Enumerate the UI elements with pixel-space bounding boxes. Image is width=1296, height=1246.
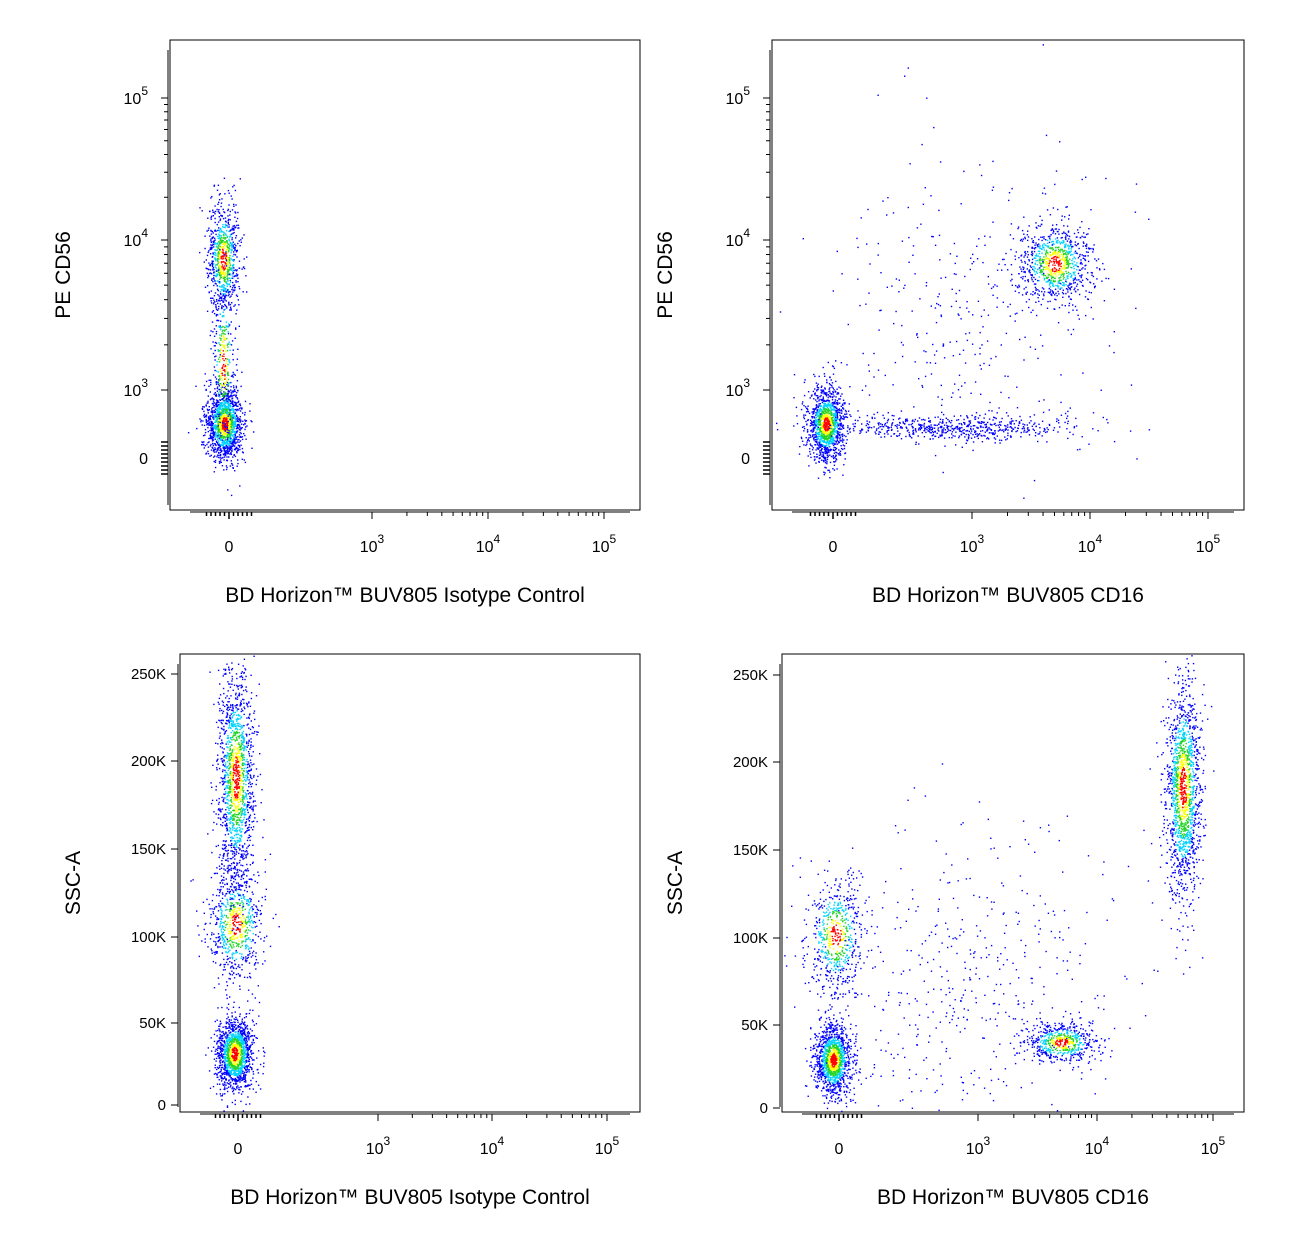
y-axis: 0 50K 100K 150K 200K 250K — [733, 664, 781, 1117]
x-tick-label: 0 — [225, 539, 234, 556]
x-tick-label: 105 — [592, 532, 617, 556]
y-tick-label: 50K — [139, 1015, 166, 1032]
y-tick-label: 103 — [726, 376, 751, 400]
x-tick-label: 105 — [595, 1134, 620, 1158]
plot-top-right: 0 103 104 105 0 103 104 105 BD Horizon™ BUV805 C… — [654, 39, 1245, 607]
y-tick-label: 200K — [733, 754, 768, 771]
x-tick-label: 0 — [234, 1141, 243, 1158]
x-axis-title: BD Horizon™ BUV805 CD16 — [872, 584, 1144, 607]
y-tick-label: 0 — [741, 451, 750, 468]
y-tick-label: 105 — [726, 84, 751, 108]
event-dots — [190, 655, 280, 1112]
event-dots — [187, 177, 255, 497]
y-axis-title: PE CD56 — [52, 231, 75, 319]
y-tick-label: 250K — [733, 667, 768, 684]
y-axis: 0 103 104 105 — [726, 50, 771, 505]
x-tick-label: 105 — [1196, 532, 1221, 556]
x-axis-title: BD Horizon™ BUV805 Isotype Control — [230, 1186, 590, 1209]
y-tick-label: 100K — [733, 930, 768, 947]
plot-frame — [179, 653, 641, 1113]
y-tick-label: 105 — [124, 84, 149, 108]
x-axis-title: BD Horizon™ BUV805 CD16 — [877, 1186, 1149, 1209]
x-tick-label: 0 — [835, 1141, 844, 1158]
x-tick-label: 103 — [366, 1134, 391, 1158]
plot-top-left: 0 103 104 105 0 103 104 105 BD Horizon™ BUV805 I… — [52, 39, 641, 607]
x-tick-label: 104 — [1078, 532, 1103, 556]
x-tick-label: 103 — [960, 532, 985, 556]
x-tick-label: 0 — [829, 539, 838, 556]
x-axis-title: BD Horizon™ BUV805 Isotype Control — [225, 584, 585, 607]
y-tick-label: 100K — [131, 929, 166, 946]
event-dots — [776, 44, 1151, 499]
y-tick-label: 103 — [124, 376, 149, 400]
y-axis-title: PE CD56 — [654, 231, 677, 319]
y-axis-title: SSC-A — [62, 851, 85, 915]
y-tick-label: 150K — [131, 841, 166, 858]
x-tick-label: 103 — [966, 1134, 991, 1158]
y-axis: 0 50K 100K 150K 200K 250K — [131, 664, 179, 1114]
x-axis: 0 103 104 105 — [802, 1113, 1234, 1158]
plot-frame — [169, 39, 641, 511]
plot-bottom-left: 0 103 104 105 0 50K 100K 150K 200K 250K BD Horizon… — [62, 653, 641, 1209]
y-tick-label: 200K — [131, 753, 166, 770]
y-tick-label: 0 — [139, 451, 148, 468]
plot-frame — [781, 653, 1245, 1113]
x-tick-label: 104 — [476, 532, 501, 556]
x-tick-label: 103 — [360, 532, 385, 556]
y-tick-label: 0 — [158, 1097, 166, 1114]
x-axis: 0 103 104 105 — [190, 511, 630, 556]
plot-bottom-right: 0 103 104 105 0 50K 100K 150K 200K 250K BD Horizon… — [664, 653, 1245, 1209]
y-tick-label: 50K — [741, 1017, 768, 1034]
y-tick-label: 250K — [131, 666, 166, 683]
y-tick-label: 104 — [726, 226, 751, 250]
event-dots — [784, 655, 1215, 1113]
x-axis: 0 103 104 105 — [792, 511, 1234, 556]
y-tick-label: 0 — [760, 1100, 768, 1117]
y-axis: 0 103 104 105 — [124, 50, 169, 505]
y-axis-title: SSC-A — [664, 851, 687, 915]
x-tick-label: 104 — [1085, 1134, 1110, 1158]
x-axis: 0 103 104 105 — [200, 1113, 630, 1158]
y-tick-label: 104 — [124, 226, 149, 250]
x-tick-label: 105 — [1201, 1134, 1226, 1158]
y-tick-label: 150K — [733, 842, 768, 859]
x-tick-label: 104 — [480, 1134, 505, 1158]
